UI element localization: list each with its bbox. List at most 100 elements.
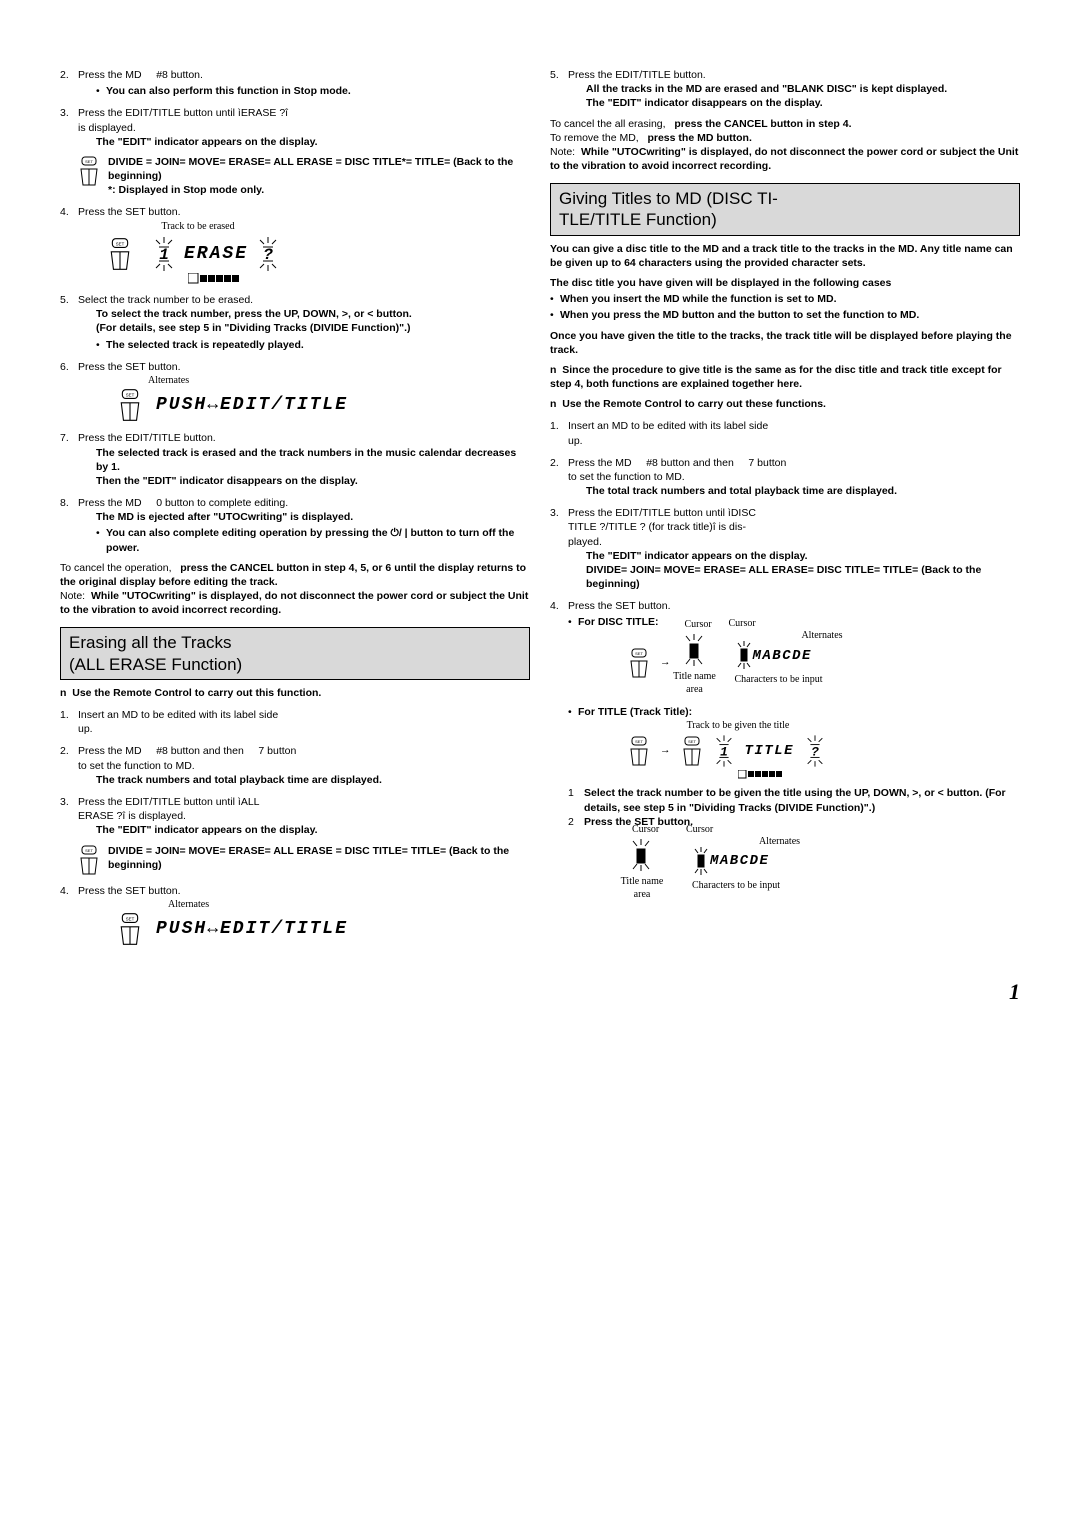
calendar-icon <box>188 273 248 285</box>
bottom-diagram: Cursor Title name area Cursor Alternates… <box>628 835 1020 902</box>
n-note-1: n Since the procedure to give title is t… <box>550 363 1020 391</box>
blink-icon: 1 <box>152 235 176 273</box>
step-8-b1: The MD is ejected after "UTOCwriting" is… <box>96 510 530 524</box>
set-button-icon: SET <box>78 844 100 876</box>
step-5-n1: To select the track number, press the UP… <box>96 307 530 321</box>
box1-l1: Erasing all the Tracks <box>69 632 521 653</box>
left-column: 2. Press the MD #8 button. •You can also… <box>60 60 530 947</box>
lcd-mabcde-2: MABCDE <box>710 852 769 871</box>
disc-title-diagram: SET → Cursor Title name area Cursor Alte… <box>628 630 1020 697</box>
note-block: Note: While "UTOCwriting" is displayed, … <box>60 589 530 617</box>
step-3-l2: is displayed. <box>78 121 530 135</box>
step-2-text: Press the MD <box>78 69 142 81</box>
a-step-1: 1. Insert an MD to be edited with its la… <box>60 708 530 736</box>
r-step-5: 5. Press the EDIT/TITLE button. All the … <box>550 68 1020 111</box>
blink-icon: ? <box>256 235 280 273</box>
svg-text:SET: SET <box>635 651 643 656</box>
lcd-title: TITLE <box>745 742 795 761</box>
set-button-icon: SET <box>681 734 703 768</box>
lcd-push-edit-2: PUSH↔EDIT/TITLE <box>156 917 348 941</box>
cancel-block: To cancel the operation, press the CANCE… <box>60 561 530 589</box>
step-6-text: Press the SET button. <box>78 360 530 374</box>
step-3-cycle: DIVIDE = JOIN= MOVE= ERASE= ALL ERASE = … <box>108 155 530 183</box>
svg-text:SET: SET <box>85 159 93 164</box>
lcd-mabcde-1: MABCDE <box>753 647 812 666</box>
note-text: While "UTOCwriting" is displayed, do not… <box>60 590 528 616</box>
a-step-4: 4. Press the SET button. Alternates SET … <box>60 884 530 948</box>
step-3-note: The "EDIT" indicator appears on the disp… <box>96 135 530 149</box>
step-5-text: Select the track number to be erased. <box>78 293 530 307</box>
r-cancel: To cancel the all erasing, press the CAN… <box>550 117 1020 131</box>
step-2-suffix: #8 button. <box>156 69 203 81</box>
page-number: 1 <box>60 977 1020 1007</box>
g-step-4: 4. Press the SET button. •For DISC TITLE… <box>550 599 1020 902</box>
step-3-star: *: Displayed in Stop mode only. <box>108 183 530 197</box>
step-2: 2. Press the MD #8 button. •You can also… <box>60 68 530 98</box>
cursor-icon <box>628 835 654 875</box>
step-7: 7. Press the EDIT/TITLE button. The sele… <box>60 431 530 488</box>
box1-l2: (ALL ERASE Function) <box>69 654 521 675</box>
set-button-icon: SET <box>118 911 142 947</box>
svg-text:SET: SET <box>116 241 125 246</box>
step-7-text: Press the EDIT/TITLE button. <box>78 431 530 445</box>
section-all-erase: Erasing all the Tracks (ALL ERASE Functi… <box>60 627 530 680</box>
for-track-title: For TITLE (Track Title): <box>578 705 1020 719</box>
intro-3: Once you have given the title to the tra… <box>550 329 1020 357</box>
step-4-text: Press the SET button. <box>78 205 530 219</box>
cursor-small-icon <box>692 845 710 879</box>
step-3: 3. Press the EDIT/TITLE button until ìER… <box>60 106 530 197</box>
section-titles: Giving Titles to MD (DISC TI- TLE/TITLE … <box>550 183 1020 236</box>
lcd-erase: ERASE <box>184 242 248 266</box>
step-2-bullet: You can also perform this function in St… <box>106 84 530 98</box>
step-8-bul: You can also complete editing operation … <box>106 526 530 554</box>
blink-icon: ? <box>804 732 826 770</box>
step-7-b2: Then the "EDIT" indicator disappears on … <box>96 474 530 488</box>
track-title-diagram: SET → SET 1 TITLE ? <box>628 732 1020 770</box>
g-step-1: 1. Insert an MD to be edited with its la… <box>550 419 1020 447</box>
lcd-push-edit-1: PUSH↔EDIT/TITLE <box>156 393 348 417</box>
g-step-2: 2. Press the MD #8 button and then 7 but… <box>550 456 1020 499</box>
step-5-bullet: The selected track is repeatedly played. <box>106 338 530 352</box>
blink-icon: 1 <box>713 732 735 770</box>
step-7-b1: The selected track is erased and the tra… <box>96 446 530 474</box>
caption-alternates-2: Alternates <box>168 898 530 912</box>
svg-text:SET: SET <box>85 848 93 853</box>
set-button-icon: SET <box>78 155 100 187</box>
n-note: n Use the Remote Control to carry out th… <box>60 686 530 700</box>
set-button-icon: SET <box>628 734 650 768</box>
cancel-pre: To cancel the operation, <box>60 562 172 574</box>
r-note: Note: While "UTOCwriting" is displayed, … <box>550 145 1020 173</box>
for-disc-title: For DISC TITLE: <box>578 615 1020 629</box>
svg-text:SET: SET <box>126 916 135 921</box>
g-step-3: 3. Press the EDIT/TITLE button until ìDI… <box>550 506 1020 591</box>
intro-2: The disc title you have given will be di… <box>550 276 1020 290</box>
cursor-small-icon <box>735 639 753 673</box>
step-6: 6. Press the SET button. Alternates SET … <box>60 360 530 424</box>
step-8-suffix: 0 button to complete editing. <box>156 497 288 509</box>
intro-1: You can give a disc title to the MD and … <box>550 242 1020 270</box>
caption-alternates-1: Alternates <box>148 374 530 388</box>
step-5: 5. Select the track number to be erased.… <box>60 293 530 352</box>
step-5-n2: (For details, see step 5 in "Dividing Tr… <box>96 321 530 335</box>
set-button-icon: SET <box>628 646 650 680</box>
substep-1: 1 Select the track number to be given th… <box>568 786 1020 814</box>
set-button-icon: SET <box>108 236 132 272</box>
caption-track-erased: Track to be erased <box>138 220 258 234</box>
svg-text:SET: SET <box>126 393 135 398</box>
note-pre: Note: <box>60 590 85 602</box>
n-note-2: n Use the Remote Control to carry out th… <box>550 397 1020 411</box>
page-columns: 2. Press the MD #8 button. •You can also… <box>60 60 1020 947</box>
calendar-icon <box>738 770 798 780</box>
cursor-icon <box>681 630 707 670</box>
step-4: 4. Press the SET button. Track to be era… <box>60 205 530 285</box>
step-3-l1: Press the EDIT/TITLE button until ìERASE… <box>78 106 530 120</box>
set-button-icon: SET <box>118 387 142 423</box>
a-step-2: 2. Press the MD #8 button and then 7 but… <box>60 744 530 787</box>
right-column: 5. Press the EDIT/TITLE button. All the … <box>550 60 1020 947</box>
r-remove: To remove the MD, press the MD button. <box>550 131 1020 145</box>
svg-text:SET: SET <box>688 739 696 744</box>
svg-text:SET: SET <box>635 739 643 744</box>
step-8: 8. Press the MD 0 button to complete edi… <box>60 496 530 555</box>
step-8-text: Press the MD <box>78 497 142 509</box>
a-step-3: 3. Press the EDIT/TITLE button until ìAL… <box>60 795 530 876</box>
